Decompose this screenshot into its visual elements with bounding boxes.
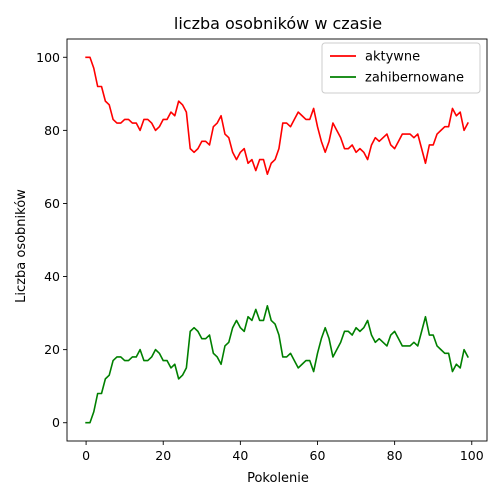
series-line-1 (85, 56, 469, 176)
series-line-2 (85, 304, 469, 424)
x-tick-label: 80 (387, 448, 403, 463)
x-tick-label: 20 (155, 448, 171, 463)
x-tick-label: 0 (82, 448, 90, 463)
y-tick-label: 60 (44, 196, 60, 211)
x-tick-label: 60 (310, 448, 326, 463)
x-tick-label: 100 (460, 448, 484, 463)
y-tick-label: 20 (44, 342, 60, 357)
x-axis: 0 20 40 60 80 100 (82, 441, 484, 463)
y-tick-label: 40 (44, 269, 60, 284)
y-tick-label: 100 (36, 50, 60, 65)
y-axis-label: Liczba osobników (14, 189, 29, 303)
legend: aktywne zahibernowane (321, 42, 481, 94)
x-axis-label: Pokolenie (247, 471, 309, 486)
legend-label-2: zahibernowane (365, 71, 464, 86)
y-axis: 0 20 40 60 80 100 (36, 50, 67, 430)
y-tick-label: 80 (44, 123, 60, 138)
plot-area (66, 38, 488, 442)
y-tick-label: 0 (52, 415, 60, 430)
x-tick-label: 40 (232, 448, 248, 463)
legend-label-1: aktywne (365, 50, 420, 65)
plot-frame (66, 38, 488, 442)
legend-box (321, 42, 481, 94)
chart-title: liczba osobników w czasie (174, 14, 382, 33)
